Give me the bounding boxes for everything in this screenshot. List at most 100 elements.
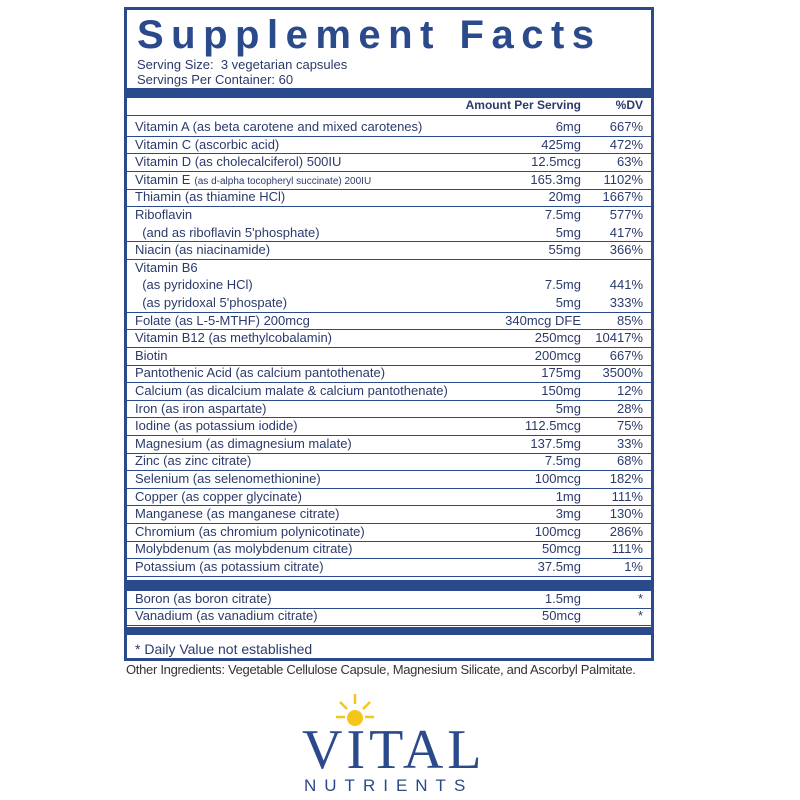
amount: 165.3mg (530, 171, 581, 187)
rule (127, 541, 651, 542)
serving-size: Serving Size: 3 vegetarian capsules (137, 57, 348, 72)
rule (127, 417, 651, 418)
daily-value: 1102% (603, 171, 643, 187)
logo-sub: NUTRIENTS (304, 776, 474, 795)
amount: 7.5mg (544, 277, 581, 293)
amount: 50mcg (541, 608, 581, 624)
daily-value: 1% (624, 559, 643, 574)
nutrient-note: (as d-alpha tocopheryl succinate) 200IU (194, 175, 372, 187)
amount: 112.5mcg (524, 418, 581, 434)
daily-value: 85% (616, 312, 643, 328)
daily-value: 182% (609, 471, 643, 486)
rule (127, 329, 651, 330)
nutrient-name: (as pyridoxal 5'phospate) (135, 295, 288, 310)
nutrient-name: Zinc (as zinc citrate) (135, 453, 252, 469)
rule (127, 171, 651, 172)
nutrient-name: Thiamin (as thiamine HCl) (135, 189, 286, 205)
rule (127, 136, 651, 137)
other-ingredients: Other Ingredients: Vegetable Cellulose C… (126, 662, 636, 677)
daily-value: 577% (609, 207, 643, 222)
daily-value: 667% (609, 119, 643, 134)
rule (127, 382, 651, 383)
amount: 5mg (555, 295, 581, 310)
amount: 37.5mg (537, 559, 581, 574)
amount: 1mg (555, 488, 581, 504)
rule (127, 576, 651, 577)
rule (127, 488, 651, 489)
rule (127, 365, 651, 366)
rule (127, 523, 651, 524)
amount: 5mg (555, 400, 581, 416)
thick-bar (127, 580, 651, 591)
daily-value: * (637, 608, 643, 624)
rule (127, 347, 651, 348)
nutrient-name: Molybdenum (as molybdenum citrate) (135, 541, 353, 557)
daily-value: 63% (616, 154, 643, 170)
header-dv: %DV (615, 98, 643, 112)
daily-value: 667% (609, 347, 643, 363)
daily-value: 12% (616, 383, 643, 398)
nutrient-name: Vitamin E (as d-alpha tocopheryl succinat… (135, 171, 372, 187)
daily-value: 28% (616, 400, 643, 416)
amount: 3mg (555, 506, 581, 522)
nutrient-name: Iodine (as potassium iodide) (135, 418, 298, 434)
rule (127, 189, 651, 190)
amount: 7.5mg (544, 207, 581, 222)
amount: 12.5mcg (531, 154, 581, 170)
nutrient-name: Boron (as boron citrate) (135, 591, 272, 606)
daily-value: 333% (609, 295, 643, 310)
rule (127, 312, 651, 313)
daily-value: 111% (611, 541, 643, 557)
footnote: * Daily Value not established (135, 641, 313, 657)
amount: 137.5mg (530, 435, 581, 451)
nutrient-name: Iron (as iron aspartate) (135, 400, 267, 416)
thick-bar (127, 627, 651, 635)
rule (127, 206, 651, 207)
nutrient-name: Potassium (as potassium citrate) (135, 559, 324, 574)
daily-value: 366% (609, 242, 643, 258)
amount: 7.5mg (544, 453, 581, 469)
daily-value: 75% (616, 418, 643, 434)
daily-value: 10417% (595, 330, 643, 346)
nutrient-name: Vitamin B12 (as methylcobalamin) (135, 330, 333, 346)
daily-value: 3500% (602, 365, 643, 381)
amount: 5mg (555, 224, 581, 240)
sun-icon (336, 694, 374, 726)
daily-value: 1667% (602, 189, 643, 205)
nutrient-name: Niacin (as niacinamide) (135, 242, 271, 258)
rule (127, 153, 651, 154)
amount: 250mcg (534, 330, 581, 346)
nutrient-name: Calcium (as dicalcium malate & calcium p… (135, 383, 448, 398)
nutrient-name: Vitamin C (ascorbic acid) (135, 136, 280, 152)
daily-value: 417% (609, 224, 643, 240)
daily-value: 441% (609, 277, 643, 293)
rule (127, 608, 651, 609)
rule (127, 505, 651, 506)
nutrient-name: (as pyridoxine HCl) (135, 277, 253, 293)
amount: 20mg (548, 189, 581, 205)
nutrient-name: Biotin (135, 347, 168, 363)
nutrient-name: Vanadium (as vanadium citrate) (135, 608, 318, 624)
nutrient-name: Vitamin B6 (135, 259, 198, 275)
rule (127, 470, 651, 471)
daily-value: 68% (616, 453, 643, 469)
supplement-panel: Supplement Facts Serving Size: 3 vegetar… (124, 7, 654, 661)
amount: 340mcg DFE (505, 312, 581, 328)
logo-word: VITAL (302, 719, 486, 781)
daily-value: 33% (616, 435, 643, 451)
nutrient-name: Selenium (as selenomethionine) (135, 471, 321, 486)
servings-per-container: Servings Per Container: 60 (137, 72, 294, 87)
amount: 175mg (541, 365, 581, 381)
nutrient-name: Magnesium (as dimagnesium malate) (135, 435, 352, 451)
daily-value: 472% (609, 136, 643, 152)
amount: 200mcg (534, 347, 581, 363)
rule (127, 435, 651, 436)
rule (127, 400, 651, 401)
amount: 6mg (555, 119, 581, 134)
thick-bar (127, 88, 651, 98)
amount: 55mg (548, 242, 581, 258)
nutrient-name: Copper (as copper glycinate) (135, 488, 302, 504)
rule (127, 115, 651, 116)
nutrient-name: Riboflavin (135, 207, 193, 222)
